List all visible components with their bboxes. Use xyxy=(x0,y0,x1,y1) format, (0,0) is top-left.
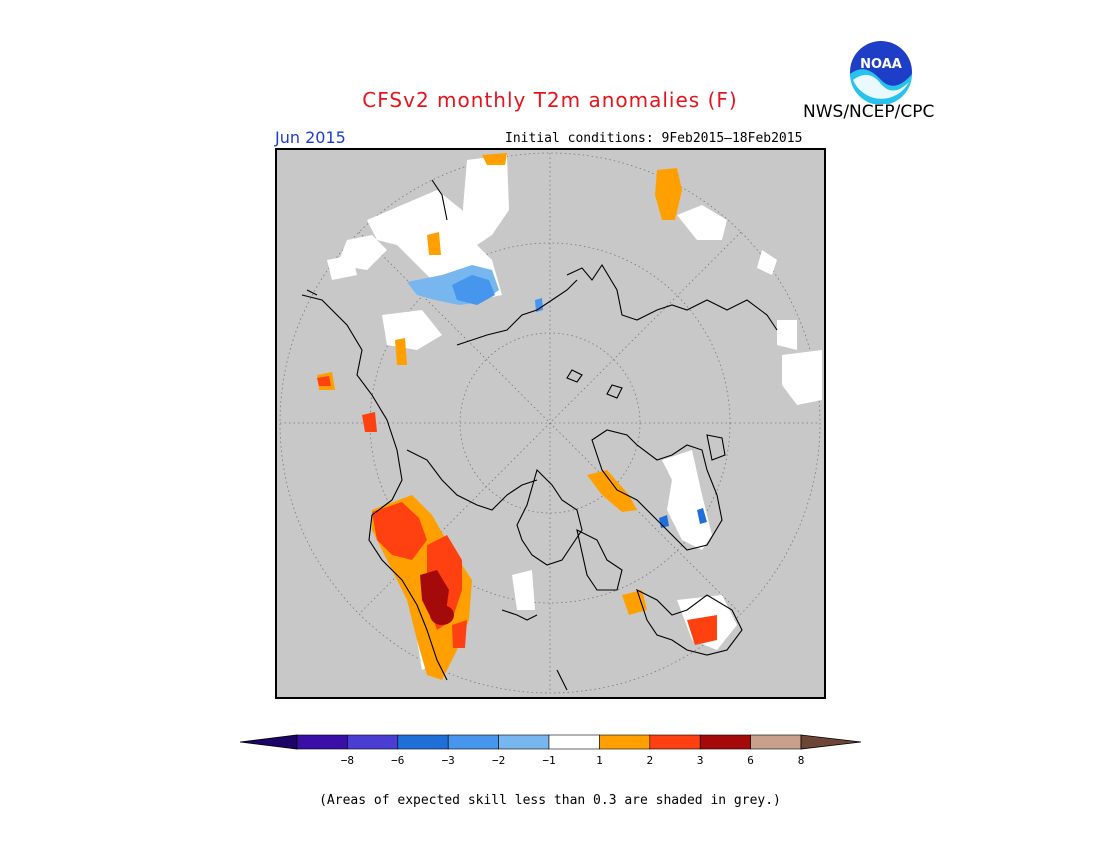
noaa-logo-icon: NOAA xyxy=(850,41,912,104)
skill-footnote: (Areas of expected skill less than 0.3 a… xyxy=(319,793,781,808)
colorbar-tick-label: 6 xyxy=(747,754,754,767)
colorbar-tick-labels: −8 −6 −3 −2 −1 1 2 3 6 8 xyxy=(341,754,805,767)
org-label: NWS/NCEP/CPC xyxy=(803,102,935,122)
colorbar-legend: −8 −6 −3 −2 −1 1 2 3 6 8 xyxy=(240,734,862,767)
colorbar-box xyxy=(699,734,751,750)
colorbar-tick-label: 2 xyxy=(646,754,653,767)
colorbar-tick-label: 3 xyxy=(697,754,704,767)
colorbar-tick-label: −6 xyxy=(391,754,404,767)
colorbar-box xyxy=(548,734,600,750)
cool-anomaly-areas xyxy=(407,265,707,528)
colorbar-low-arrow xyxy=(240,734,298,750)
colorbar-tick-label: −1 xyxy=(542,754,555,767)
colorbar-high-arrow xyxy=(800,734,862,750)
svg-text:NOAA: NOAA xyxy=(860,57,902,72)
colorbar-box xyxy=(599,734,651,750)
colorbar-box xyxy=(750,734,802,750)
colorbar-box xyxy=(296,734,348,750)
coastlines xyxy=(301,179,778,691)
near-normal-areas xyxy=(327,155,822,670)
polar-map xyxy=(275,148,826,699)
map-title: CFSv2 monthly T2m anomalies (F) xyxy=(362,88,738,112)
colorbar-box xyxy=(397,734,449,750)
colorbar-tick-label: 8 xyxy=(798,754,805,767)
initial-conditions: Initial conditions: 9Feb2015–18Feb2015 xyxy=(505,131,803,146)
colorbar-tick-label: −8 xyxy=(341,754,354,767)
forecast-period: Jun 2015 xyxy=(275,128,346,147)
colorbar-tick-label: −3 xyxy=(442,754,455,767)
polar-map-canvas xyxy=(279,152,822,694)
graticule xyxy=(279,152,821,694)
colorbar-box xyxy=(347,734,399,750)
colorbar-box xyxy=(498,734,550,750)
colorbar-box xyxy=(649,734,701,750)
colorbar-tick-label: −2 xyxy=(492,754,505,767)
colorbar-box xyxy=(447,734,499,750)
colorbar-boxes xyxy=(296,734,802,750)
colorbar-tick-label: 1 xyxy=(596,754,603,767)
warm-anomaly-3-6 xyxy=(420,570,454,625)
